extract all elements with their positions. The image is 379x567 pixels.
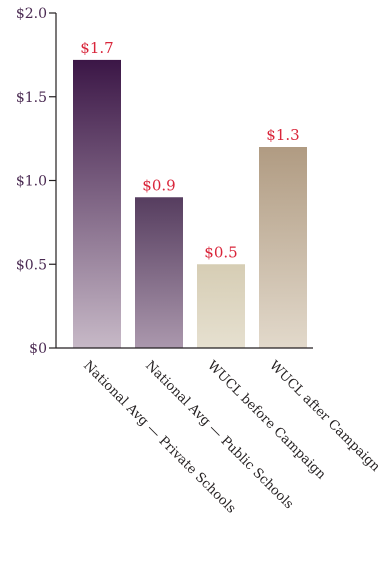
bar-3 bbox=[197, 264, 245, 348]
bar-2 bbox=[135, 197, 183, 348]
y-tick-label: $0.5 bbox=[16, 257, 47, 273]
category-label-4: WUCL after Campaign bbox=[266, 358, 379, 475]
y-tick-label: $1.0 bbox=[16, 174, 47, 190]
data-label-3: $0.5 bbox=[204, 243, 237, 261]
data-label-4: $1.3 bbox=[266, 126, 299, 144]
y-tick-label: $1.5 bbox=[16, 90, 47, 106]
category-label-3: WUCL before Campaign bbox=[204, 358, 329, 483]
y-tick-label: $0 bbox=[29, 341, 47, 357]
data-label-1: $1.7 bbox=[80, 39, 113, 57]
bars bbox=[73, 59, 307, 349]
bar-1 bbox=[73, 59, 121, 349]
bar-4 bbox=[259, 147, 307, 348]
data-label-2: $0.9 bbox=[142, 176, 175, 194]
y-tick-label: $2.0 bbox=[16, 6, 47, 22]
axes bbox=[49, 12, 313, 349]
